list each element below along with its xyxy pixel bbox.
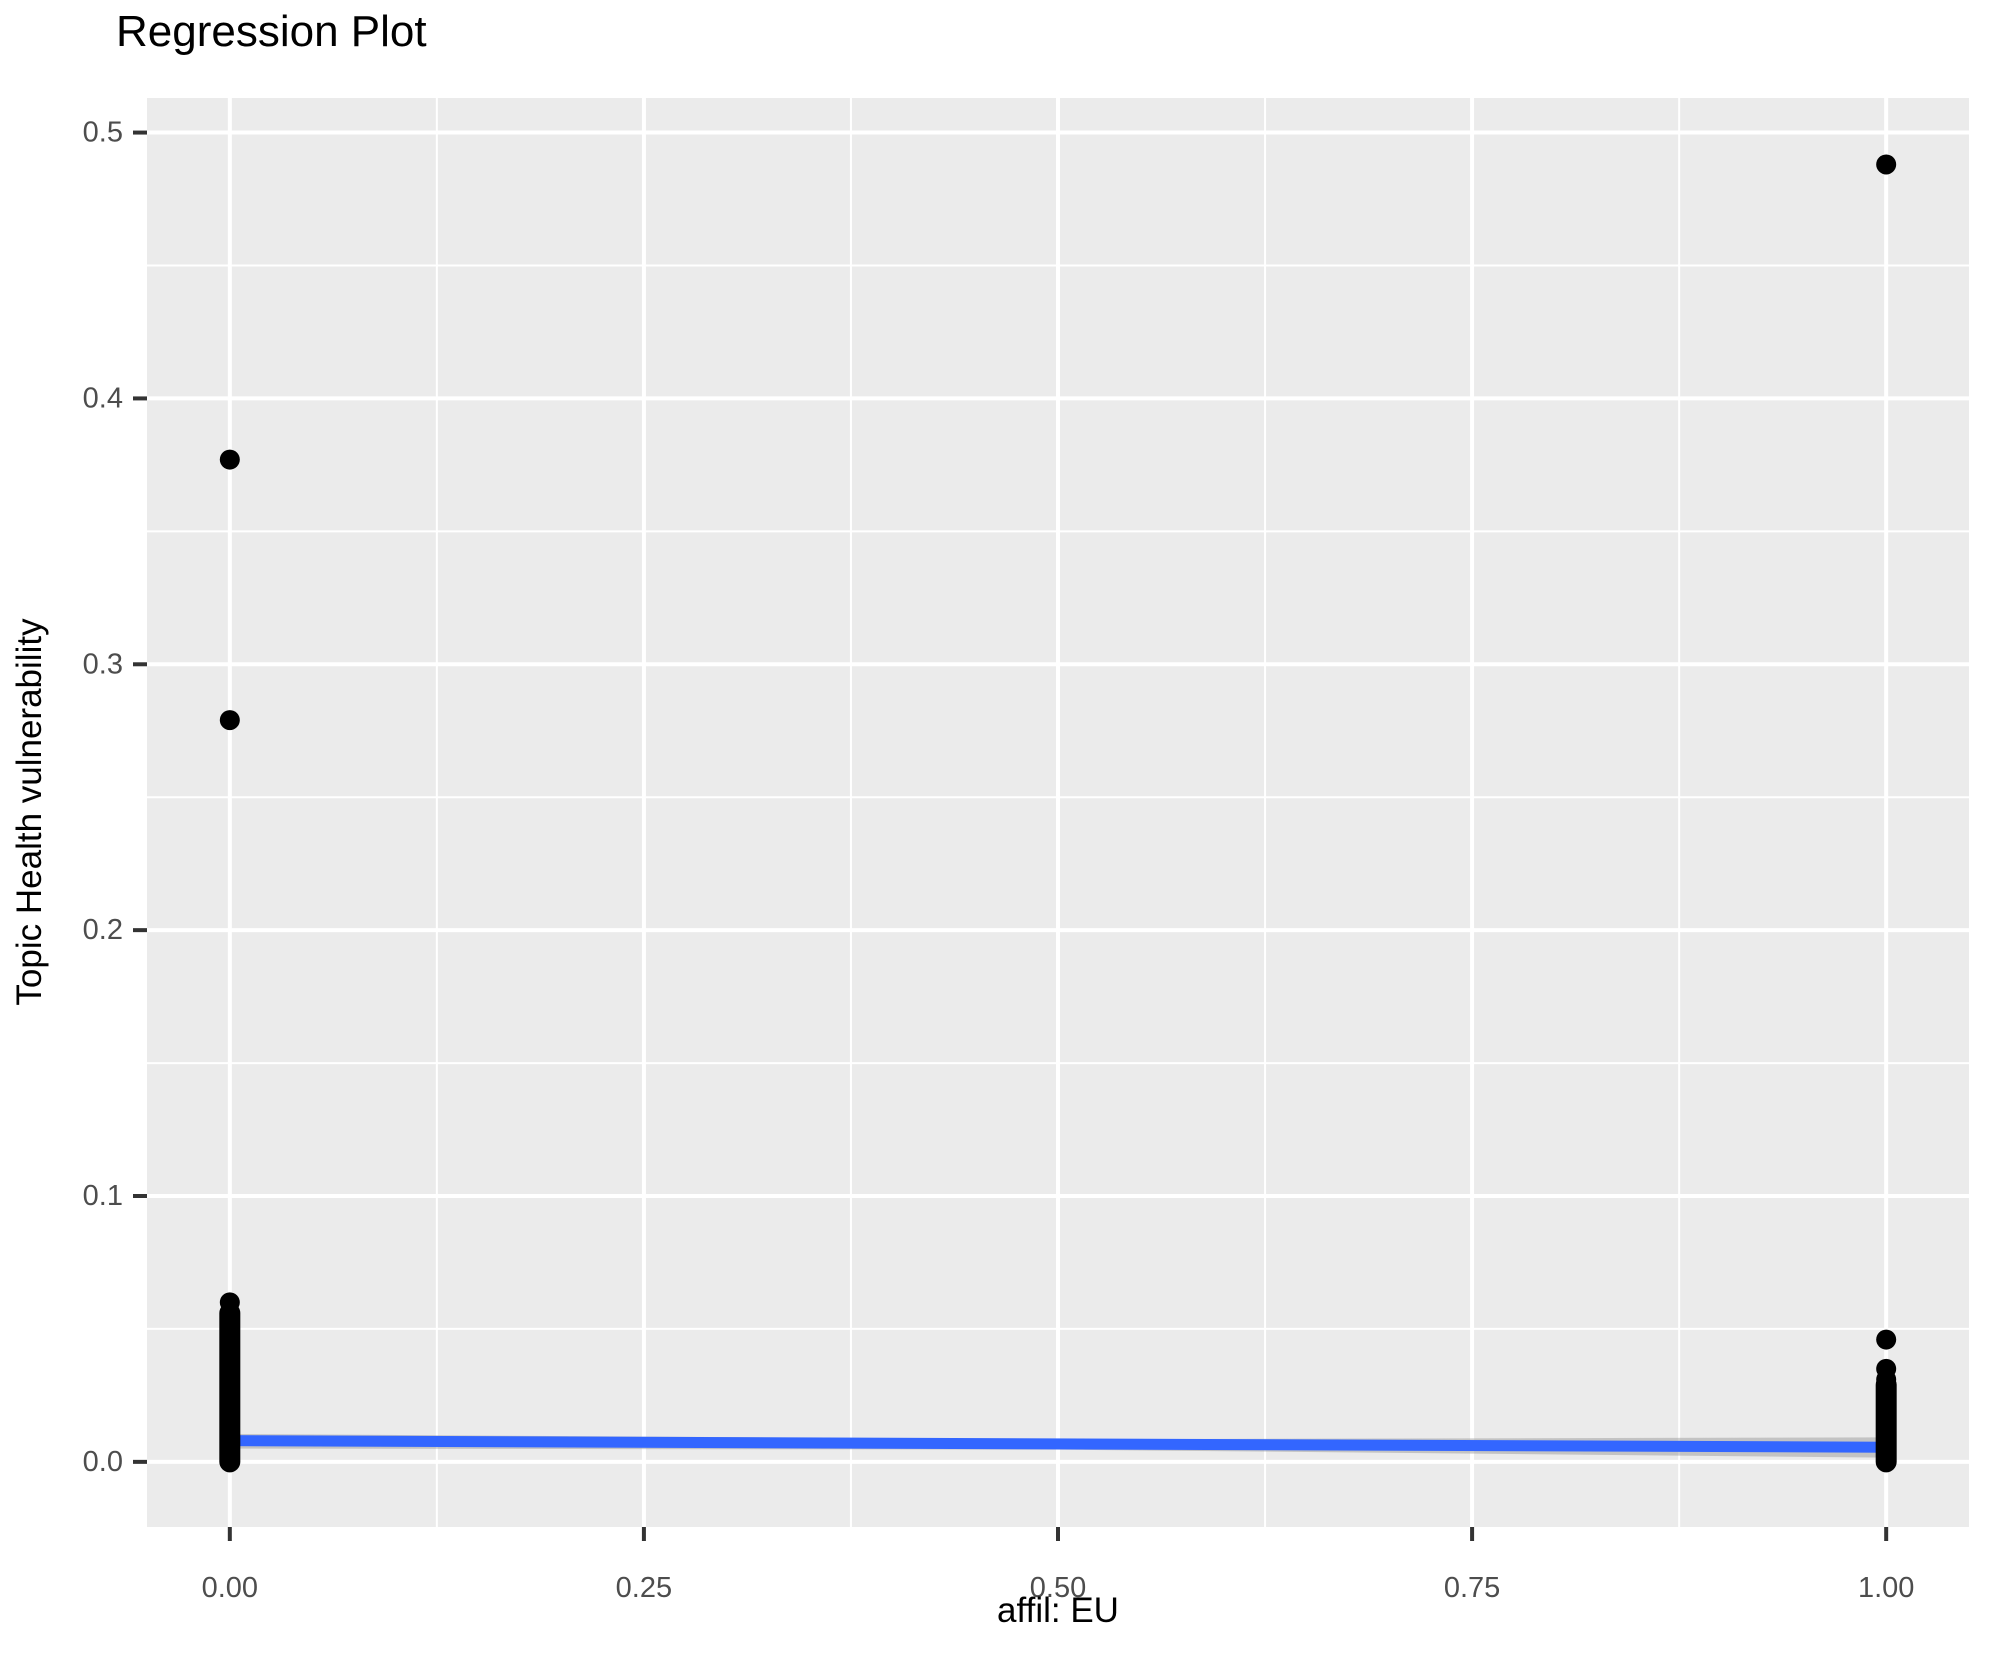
- x-axis-title: affil: EU: [997, 1591, 1119, 1630]
- x-tick-label: 0.50: [1030, 1572, 1086, 1604]
- data-point: [1876, 1329, 1897, 1350]
- y-tick-label: 0.0: [83, 1446, 123, 1478]
- y-tick-label: 0.5: [83, 117, 123, 149]
- x-tick-label: 1.00: [1858, 1572, 1914, 1604]
- data-point: [219, 1292, 240, 1313]
- data-point: [1876, 1369, 1897, 1390]
- data-point: [1876, 154, 1897, 175]
- y-tick-label: 0.4: [83, 382, 123, 414]
- y-tick-label: 0.1: [83, 1180, 123, 1212]
- data-point: [219, 710, 240, 731]
- data-point: [219, 449, 240, 470]
- x-tick-label: 0.75: [1444, 1572, 1500, 1604]
- y-tick-label: 0.2: [83, 914, 123, 946]
- y-tick-label: 0.3: [83, 648, 123, 680]
- regression-line: [229, 1435, 1887, 1453]
- x-tick-label: 0.25: [616, 1572, 672, 1604]
- x-tick-label: 0.00: [202, 1572, 258, 1604]
- plot-title: Regression Plot: [116, 7, 427, 56]
- y-axis-title: Topic Health vulnerability: [10, 618, 49, 1006]
